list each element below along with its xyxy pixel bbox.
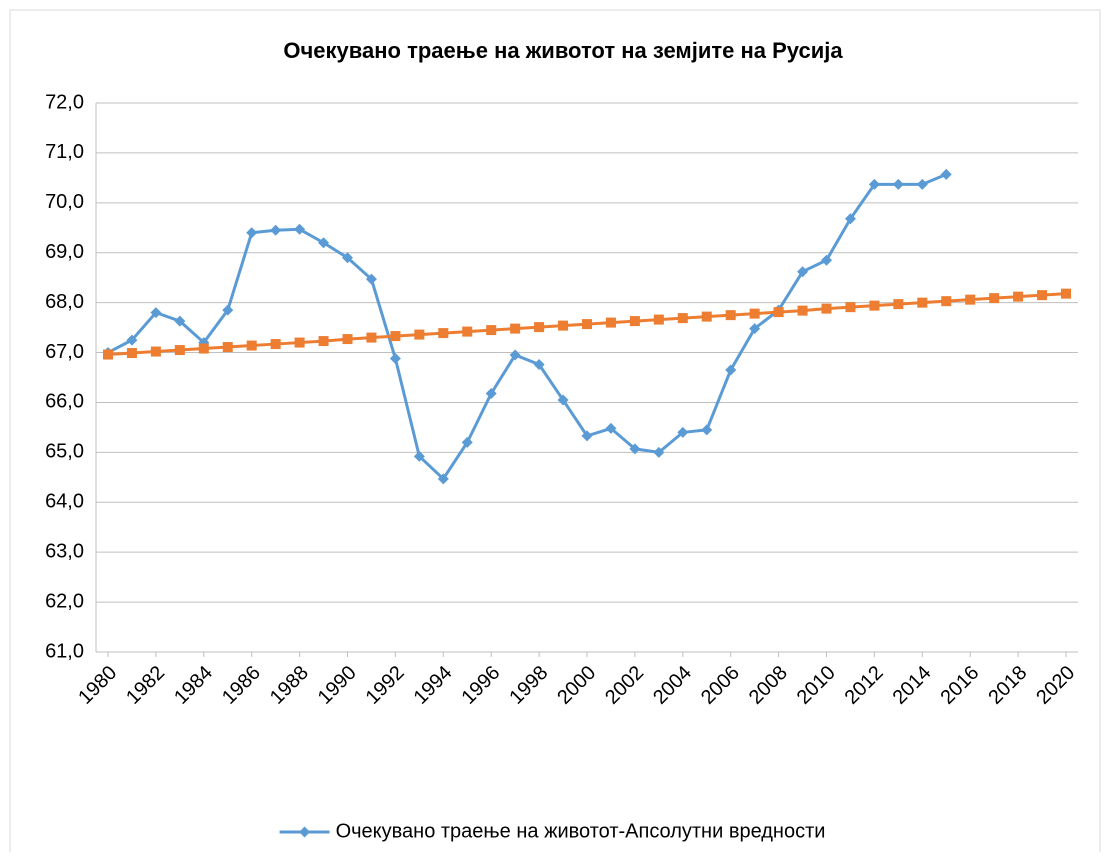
marker	[653, 446, 665, 458]
marker	[844, 213, 856, 225]
marker	[989, 293, 1000, 304]
marker	[318, 237, 330, 249]
marker	[486, 325, 497, 336]
marker	[701, 311, 712, 322]
marker	[845, 302, 856, 313]
y-tick-label: 67,0	[45, 341, 84, 363]
marker	[582, 319, 592, 330]
marker	[868, 178, 880, 190]
marker	[581, 430, 593, 442]
y-tick-label: 66,0	[45, 391, 84, 413]
marker	[174, 315, 186, 327]
marker	[725, 310, 736, 321]
marker	[869, 300, 880, 311]
marker	[294, 337, 305, 348]
series-line	[107, 172, 947, 482]
marker	[438, 328, 449, 339]
marker	[126, 334, 138, 346]
marker	[701, 424, 713, 436]
legend-marker	[299, 826, 311, 838]
marker	[1013, 291, 1024, 302]
marker	[725, 364, 737, 376]
marker	[150, 346, 161, 357]
marker	[365, 273, 377, 285]
marker	[270, 224, 282, 236]
marker	[916, 178, 928, 190]
marker	[246, 227, 258, 239]
marker	[892, 178, 904, 190]
marker	[246, 340, 257, 351]
marker	[940, 168, 952, 180]
marker	[103, 349, 113, 360]
marker	[821, 254, 832, 266]
marker	[941, 296, 952, 307]
marker	[270, 339, 281, 350]
y-tick-label: 70,0	[45, 191, 84, 213]
chart-title: Очекувано траење на животот на земјите н…	[283, 38, 843, 63]
marker	[510, 323, 521, 334]
marker	[893, 299, 904, 310]
y-tick-label: 61,0	[45, 640, 84, 662]
marker	[174, 345, 185, 356]
marker	[558, 320, 569, 331]
marker	[150, 307, 162, 319]
marker	[629, 316, 640, 327]
marker	[534, 322, 545, 333]
y-tick-label: 64,0	[45, 491, 84, 513]
marker	[198, 343, 209, 354]
y-tick-label: 69,0	[45, 241, 84, 263]
marker	[318, 336, 329, 347]
y-tick-label: 65,0	[45, 441, 84, 463]
y-tick-label: 62,0	[45, 590, 84, 612]
marker	[462, 326, 473, 337]
marker	[821, 303, 832, 314]
marker	[222, 342, 233, 353]
legend-label: Очекувано траење на животот-Апсолутни вр…	[336, 820, 826, 842]
y-tick-label: 71,0	[45, 141, 84, 163]
marker	[629, 443, 641, 455]
legend-item: Очекувано траење на животот-Апсолутни вр…	[279, 820, 826, 842]
marker	[222, 304, 234, 316]
marker	[605, 317, 616, 328]
marker	[749, 308, 760, 319]
marker	[414, 329, 425, 340]
marker	[797, 266, 809, 278]
marker	[390, 331, 401, 342]
marker	[749, 323, 761, 335]
marker	[797, 305, 808, 316]
marker	[605, 422, 617, 434]
marker	[965, 294, 976, 305]
marker	[342, 334, 353, 345]
marker	[294, 223, 306, 235]
marker	[485, 387, 497, 399]
y-tick-label: 63,0	[45, 540, 84, 562]
marker	[917, 297, 928, 308]
marker	[533, 359, 545, 371]
marker	[1037, 290, 1048, 301]
marker	[342, 252, 353, 264]
marker	[677, 426, 689, 438]
marker	[653, 314, 664, 325]
marker	[1061, 288, 1071, 299]
marker	[366, 332, 377, 343]
marker	[557, 394, 569, 406]
y-tick-label: 68,0	[45, 291, 84, 313]
marker	[413, 450, 425, 462]
marker	[677, 313, 688, 324]
marker	[389, 353, 401, 365]
marker	[773, 307, 784, 318]
marker	[126, 348, 137, 359]
marker	[509, 349, 521, 361]
marker	[461, 436, 473, 448]
marker	[437, 473, 449, 485]
chart-border	[9, 9, 1101, 856]
y-tick-label: 72,0	[45, 91, 84, 113]
